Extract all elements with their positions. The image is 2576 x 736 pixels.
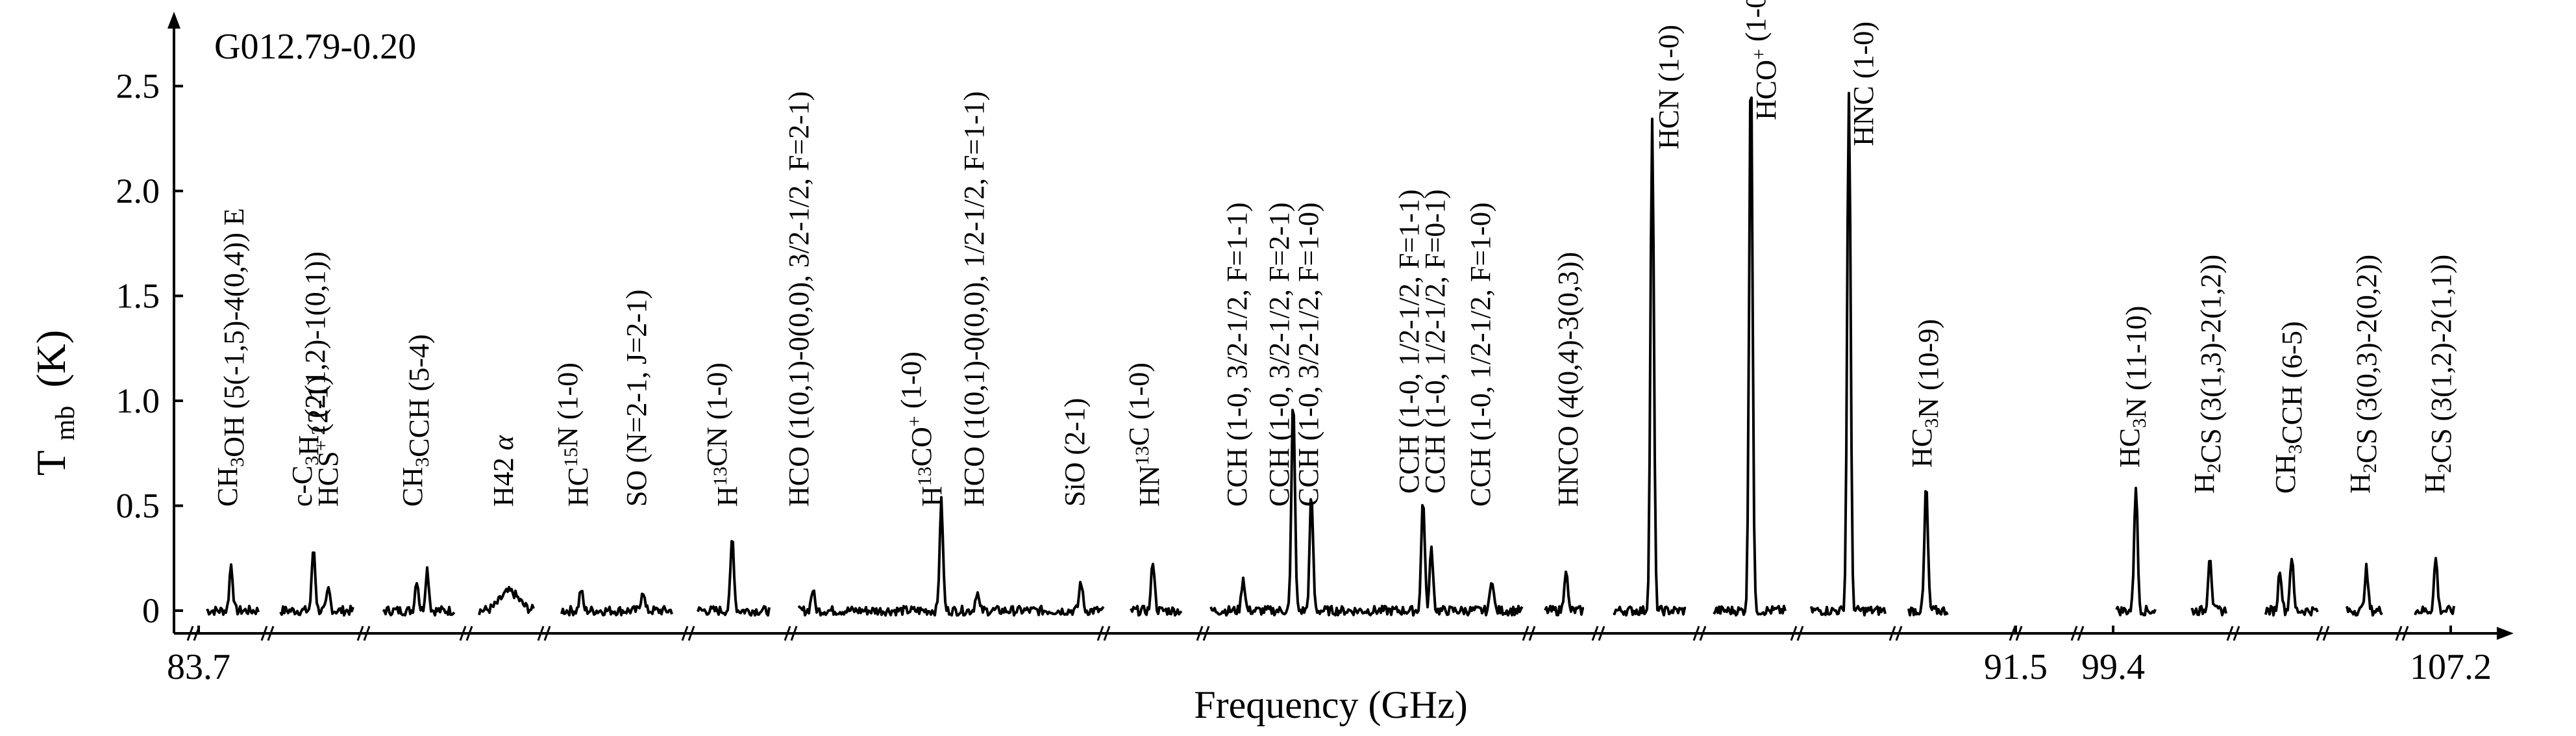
line-label: HCO+ (1-0) [1740,0,1782,120]
axis-break [260,626,275,641]
spectra [206,92,2455,617]
line-label: CCH (1-0, 3/2-1/2, F=2-1) [1263,203,1295,507]
spectrum-segment [1907,490,1949,616]
spectrum-segment [279,551,354,617]
spectrum-segment [382,566,456,617]
axis-break [459,626,473,641]
line-label: HCO (1(0,1)-0(0,0), 3/2-1/2, F=2-1) [783,91,815,507]
line-label: HC15N (1-0) [552,362,594,507]
spectrum-segment [2346,563,2383,617]
y-tick-label: 1.0 [116,381,160,420]
x-tick-label: 107.2 [2410,647,2492,687]
y-axis-title-sub: mb [51,406,80,441]
axis-break [1096,626,1111,641]
axis-break [1889,626,1903,641]
line-label: HC3N (10-9) [1906,319,1944,468]
spectrum-segment [1810,92,1887,616]
line-label: HCS+ (2-1) [302,376,344,507]
line-label: H42 α [488,435,519,507]
spectrum-segment [1613,118,1686,617]
axes [167,12,2514,640]
x-tick-label: 83.7 [167,647,230,687]
spectrum-segment [1130,563,1183,617]
line-label: H2CS (3(1,3)-2(1,2)) [2188,255,2227,494]
axis-break [784,626,798,641]
axis-break [2316,626,2330,641]
axis-break [1196,626,1210,641]
x-tick-label: 91.5 [1984,647,2048,687]
y-tick-label: 0.5 [116,487,160,526]
y-tick-label: 2.0 [116,171,160,210]
line-label: CH3OH (5(-1,5)-4(0,4)) E [212,208,250,507]
axis-break [1790,626,1804,641]
line-label: HC3N (11-10) [2114,306,2152,468]
line-label: CH3CCH (5-4) [397,334,435,507]
y-axis-title-main: T [28,450,74,476]
line-label: CH3CCH (6-5) [2270,321,2308,494]
axis-break [356,626,371,641]
y-tick-label: 1.5 [116,277,160,316]
spectrum-segment [560,590,673,616]
line-label: HN13C (1-0) [1123,362,1165,507]
x-axis-title: Frequency (GHz) [1194,683,1468,726]
axis-break [537,626,551,641]
line-label: CCH (1-0, 1/2-1/2, F=0-1) [1419,190,1451,494]
spectrum-segment [478,585,535,616]
line-label: H2CS (3(0,3)-2(0,2)) [2344,255,2383,494]
source-label: G012.79-0.20 [214,27,416,67]
axis-break [2070,626,2085,641]
y-axis-title: T mb (K) [28,330,83,476]
y-axis-arrow [167,12,180,29]
axis-breaks [186,626,2409,641]
axis-break [1692,626,1707,641]
y-axis-title-unit: (K) [28,330,74,388]
spectrum-segment [2115,487,2157,616]
spectrum-segment [2264,557,2319,617]
spectrum-segment [206,563,260,616]
x-axis-arrow [2497,627,2514,640]
spectrum-segment [1209,409,1524,617]
spectrum-segment [1713,96,1787,617]
y-ticks: 0 0.5 1.0 1.5 2.0 2.5 [116,67,183,630]
line-label: H13CO+ (1-0) [895,351,948,507]
line-label: CCH (1-0, 1/2-1/2, F=1-0) [1465,203,1496,507]
line-label: HNCO (4(0,4)-3(0,3)) [1552,252,1584,507]
spectrum-segment [797,496,1105,617]
spectrum-segment [2190,559,2227,616]
line-label: HCN (1-0) [1653,25,1685,149]
line-label: CCH (1-0, 3/2-1/2, F=1-1) [1221,203,1253,507]
axis-break [681,626,695,641]
spectrum-segment [1544,570,1584,616]
spectrum-segment [2414,557,2455,616]
line-label: HCO (1(0,1)-0(0,0), 1/2-1/2, F=1-1) [958,91,990,507]
axis-break [1591,626,1605,641]
line-label: HNC (1-0) [1848,21,1879,146]
line-label: H13CN (1-0) [701,362,743,507]
y-tick-label: 0 [142,591,160,630]
axis-break [2395,626,2409,641]
line-label: c-C3H2 (2(1,2)-1(0,1)) [286,251,331,507]
line-label: SiO (2-1) [1059,398,1091,507]
y-tick-label: 2.5 [116,67,160,106]
axis-break [2226,626,2240,641]
axis-break [2009,626,2023,641]
spectrum-segment [697,540,771,617]
axis-break [186,626,201,641]
line-label: CCH (1-0, 1/2-1/2, F=1-1) [1393,190,1425,494]
line-label: H2CS (3(1,2)-2(1,1)) [2419,255,2457,494]
line-label: CCH (1-0, 3/2-1/2, F=1-0) [1293,203,1324,507]
axis-break [1522,626,1536,641]
line-labels: CH3OH (5(-1,5)-4(0,4)) E c-C3H2 (2(1,2)-1… [212,0,2457,507]
x-tick-label: 99.4 [2081,647,2145,687]
line-label: SO (N=2-1, J=2-1) [621,290,652,507]
x-ticks: 83.7 91.5 99.4 107.2 [167,626,2492,687]
